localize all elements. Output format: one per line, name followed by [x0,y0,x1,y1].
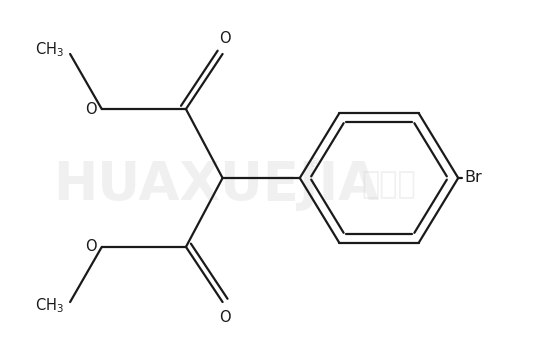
Text: O: O [219,310,230,325]
Text: 化学加: 化学加 [362,171,416,199]
Text: O: O [85,101,97,117]
Text: Br: Br [464,171,482,185]
Text: HUAXUEJIA: HUAXUEJIA [53,159,379,211]
Text: ®: ® [309,157,321,170]
Text: CH$_3$: CH$_3$ [35,41,64,59]
Text: O: O [219,31,230,46]
Text: CH$_3$: CH$_3$ [35,297,64,315]
Text: O: O [85,239,97,255]
